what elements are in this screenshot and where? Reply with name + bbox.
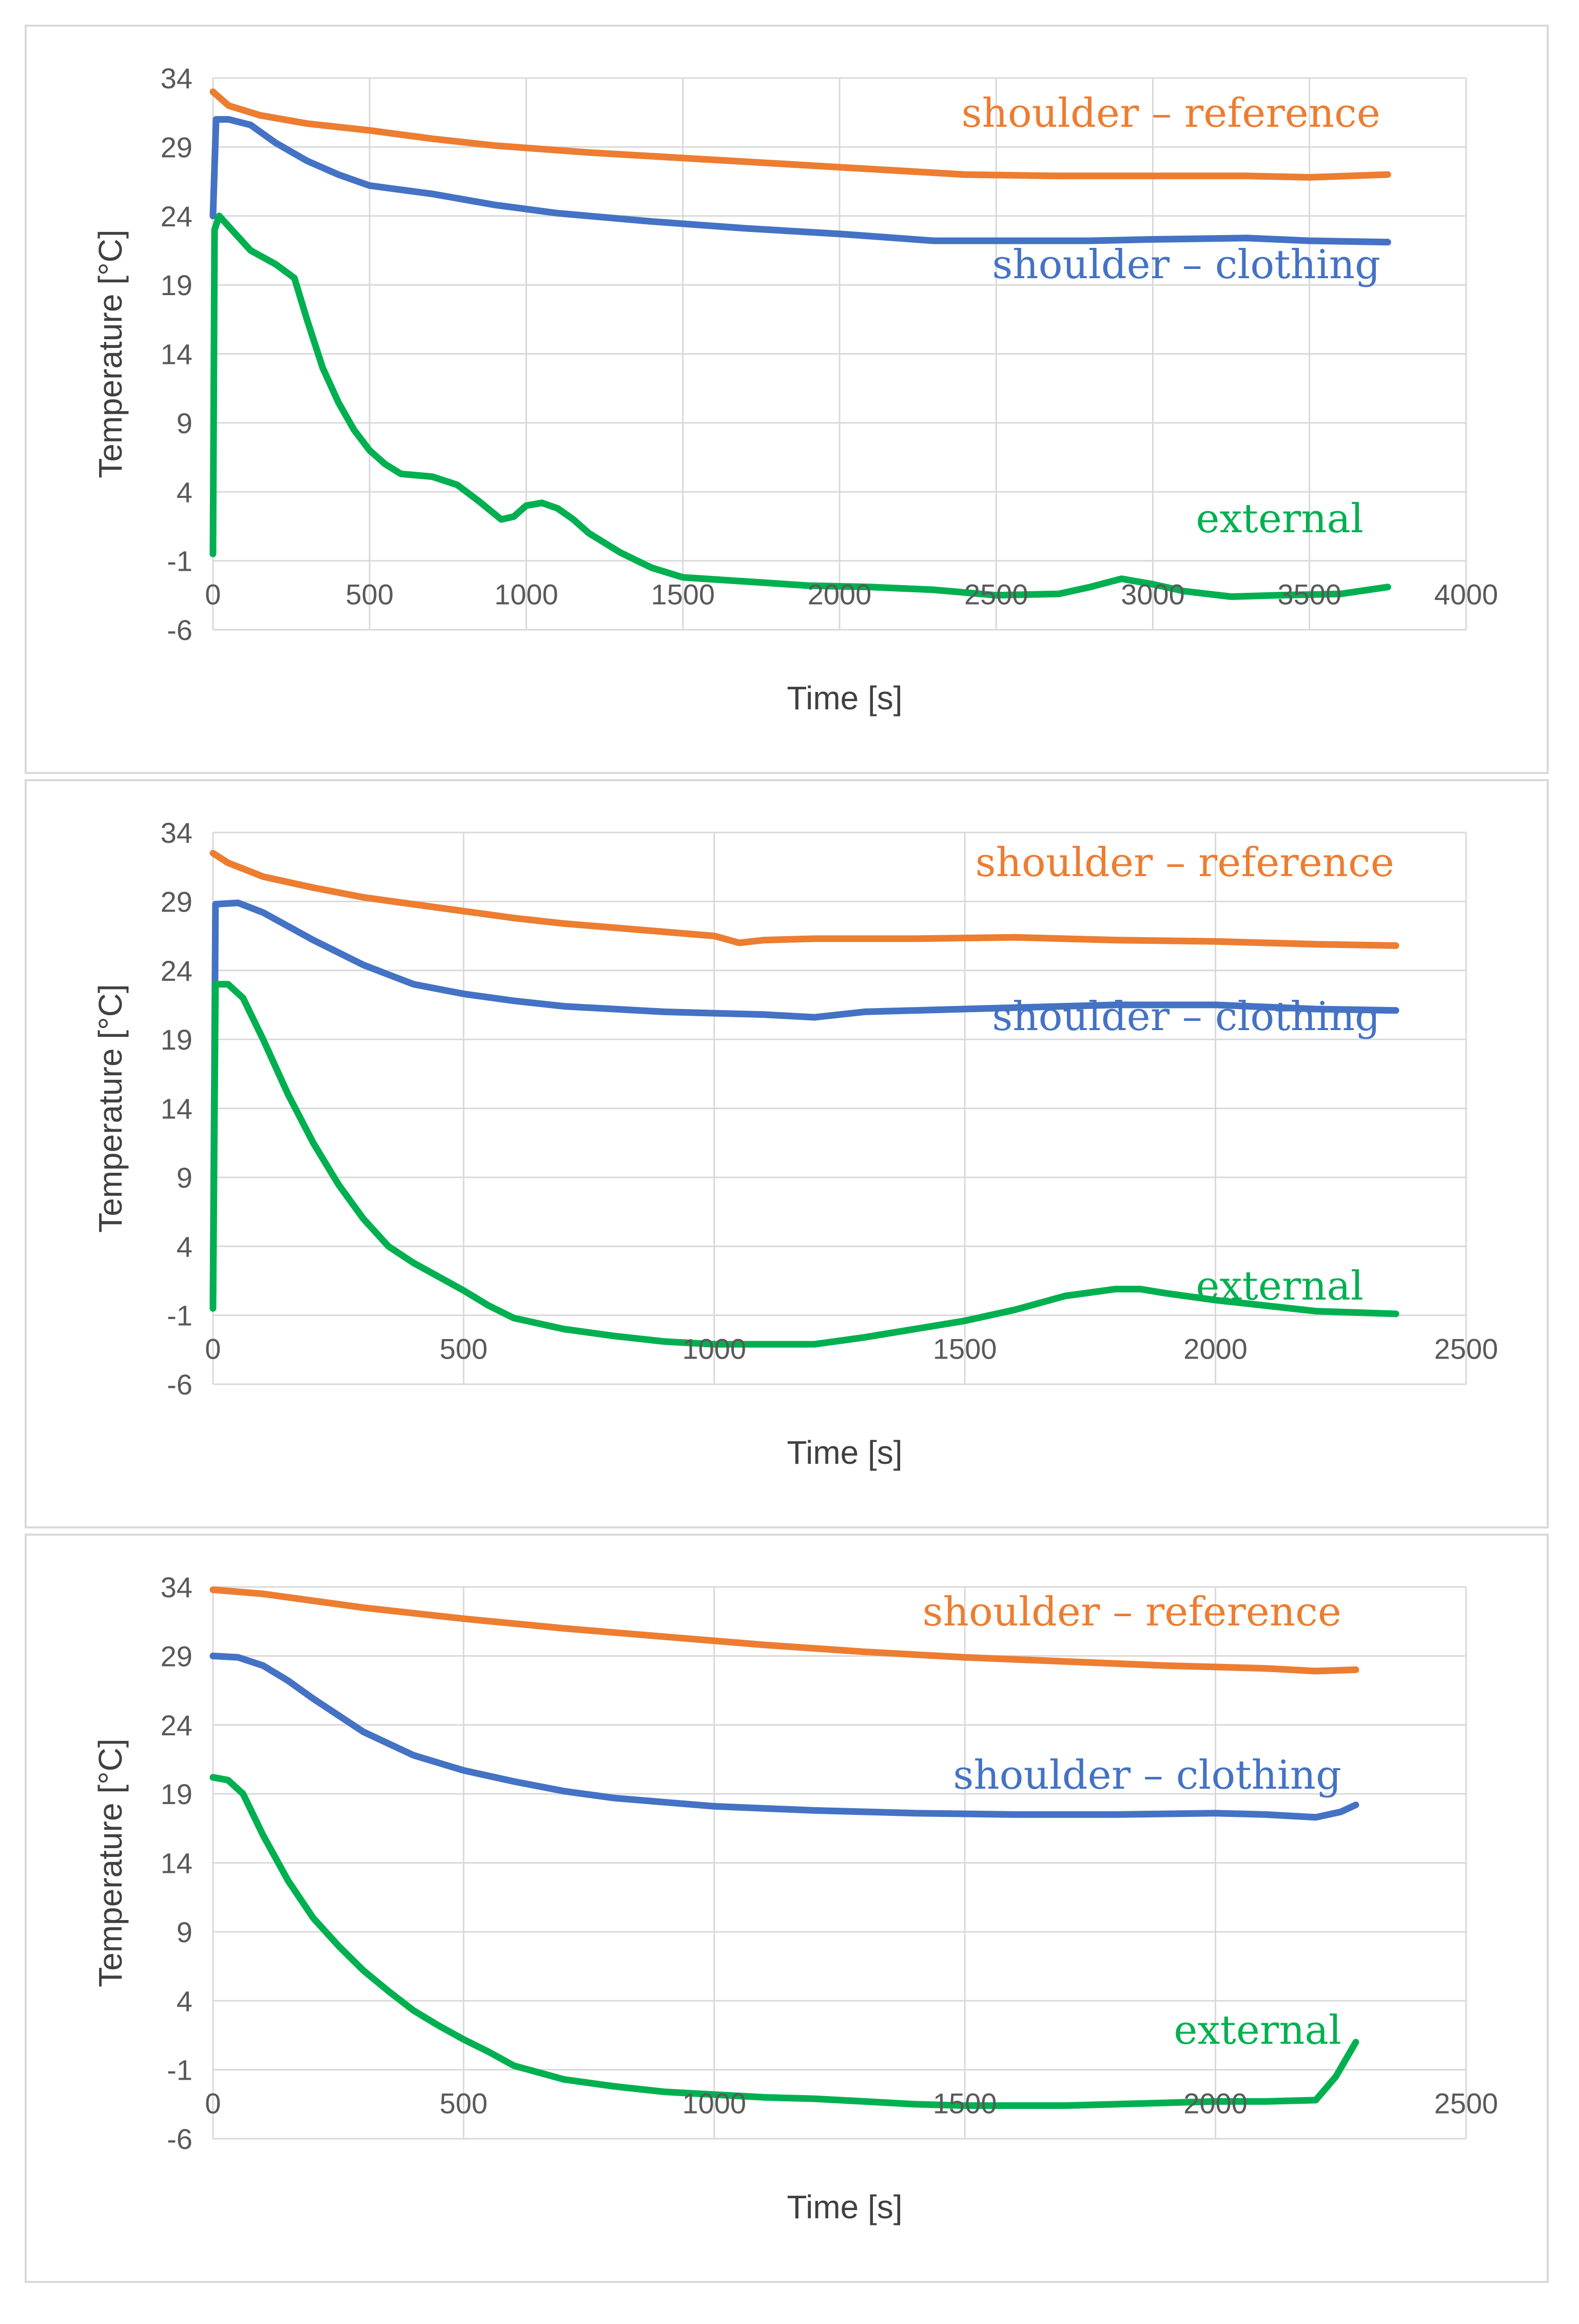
series-label-2: external bbox=[1196, 1263, 1363, 1309]
x-tick-label: 500 bbox=[440, 2087, 488, 2120]
x-tick-label: 3500 bbox=[1277, 578, 1341, 611]
x-axis-title: Time [s] bbox=[787, 1434, 902, 1471]
series-line-0 bbox=[209, 1586, 1359, 1675]
y-axis-title: Temperature [°C] bbox=[92, 1738, 129, 1987]
chart-3-svg: 34 29 24 19 14 9 4 -1 -6 0 500 1000 1500 2000 2500 shou… bbox=[92, 1571, 1498, 2225]
series-line-1 bbox=[209, 899, 1399, 1305]
series-label-2: external bbox=[1196, 496, 1363, 542]
series-line-2 bbox=[209, 1774, 1359, 2109]
y-axis-title: Temperature [°C] bbox=[92, 229, 129, 478]
x-tick-label: 3000 bbox=[1121, 578, 1185, 611]
x-tick-label: 1500 bbox=[933, 1333, 997, 1365]
series-line-2 bbox=[209, 212, 1391, 600]
y-tick-label: -6 bbox=[167, 614, 192, 646]
x-tick-label: 2000 bbox=[1183, 2087, 1247, 2120]
y-tick-label: 14 bbox=[161, 1847, 192, 1880]
y-tick-label: 34 bbox=[161, 817, 192, 849]
series-label-0: shoulder – reference bbox=[976, 840, 1394, 886]
x-tick-label: 2000 bbox=[1183, 1333, 1247, 1365]
y-axis-title: Temperature [°C] bbox=[92, 984, 129, 1232]
y-tick-label: 14 bbox=[161, 338, 192, 371]
chart-panel-2: 34 29 24 19 14 9 4 -1 -6 0 500 1000 1500 2000 2500 shou… bbox=[25, 779, 1549, 1528]
series-label-0: shoulder – reference bbox=[923, 1589, 1341, 1635]
y-tick-label: 24 bbox=[161, 200, 192, 233]
x-tick-label: 1500 bbox=[651, 578, 715, 611]
y-tick-label: 24 bbox=[161, 1709, 192, 1741]
x-tick-label: 500 bbox=[346, 578, 394, 611]
x-tick-label: 2000 bbox=[808, 578, 872, 611]
y-tick-label: 29 bbox=[161, 885, 192, 918]
y-tick-label: 29 bbox=[161, 131, 192, 163]
y-tick-label: 9 bbox=[177, 1161, 192, 1194]
series-label-1: shoulder – clothing bbox=[992, 242, 1380, 288]
series-line-0 bbox=[209, 849, 1399, 949]
y-tick-label: 4 bbox=[177, 1230, 192, 1263]
chart-panel-3: 34 29 24 19 14 9 4 -1 -6 0 500 1000 1500 2000 2500 shou… bbox=[25, 1534, 1549, 2283]
chart-panel-1: 34 29 24 19 14 9 4 -1 -6 0 500 1000 1500 2000 2500 3000… bbox=[25, 25, 1549, 774]
x-axis-title: Time [s] bbox=[787, 680, 902, 716]
y-tick-label: 34 bbox=[161, 62, 192, 94]
x-tick-label: 2500 bbox=[964, 578, 1028, 611]
x-tick-label: 0 bbox=[205, 1333, 221, 1365]
x-tick-label: 1000 bbox=[683, 1333, 747, 1365]
series-line-2 bbox=[209, 981, 1399, 1348]
x-tick-label: 4000 bbox=[1434, 578, 1498, 611]
series-line-1 bbox=[209, 116, 1391, 246]
y-tick-label: 19 bbox=[161, 1023, 192, 1056]
y-tick-label: 19 bbox=[161, 269, 192, 301]
y-tick-label: 4 bbox=[177, 1985, 192, 2017]
chart-1-svg: 34 29 24 19 14 9 4 -1 -6 0 500 1000 1500 2000 2500 3000… bbox=[92, 62, 1498, 716]
series-label-0: shoulder – reference bbox=[962, 90, 1380, 137]
y-tick-label: -1 bbox=[167, 2054, 192, 2086]
x-tick-label: 2500 bbox=[1434, 2087, 1498, 2120]
chart-2-svg: 34 29 24 19 14 9 4 -1 -6 0 500 1000 1500 2000 2500 shou… bbox=[92, 817, 1498, 1471]
y-tick-label: 19 bbox=[161, 1778, 192, 1810]
y-tick-label: 9 bbox=[177, 407, 192, 439]
x-tick-label: 0 bbox=[205, 2087, 221, 2120]
series-label-2: external bbox=[1174, 2007, 1341, 2054]
x-tick-label: 1500 bbox=[933, 2087, 997, 2120]
series-label-1: shoulder – clothing bbox=[992, 994, 1380, 1040]
x-tick-label: 0 bbox=[205, 578, 221, 611]
y-tick-label: 9 bbox=[177, 1916, 192, 1948]
x-tick-label: 1000 bbox=[683, 2087, 747, 2120]
y-tick-label: -1 bbox=[167, 1300, 192, 1332]
y-tick-label: -6 bbox=[167, 2123, 192, 2155]
x-tick-label: 1000 bbox=[494, 578, 558, 611]
y-tick-label: 34 bbox=[161, 1571, 192, 1603]
x-tick-label: 2500 bbox=[1434, 1333, 1498, 1365]
y-tick-label: 29 bbox=[161, 1640, 192, 1672]
series-label-1: shoulder – clothing bbox=[953, 1752, 1341, 1798]
series-line-0 bbox=[209, 88, 1391, 181]
y-tick-label: 4 bbox=[177, 476, 192, 508]
y-tick-label: 24 bbox=[161, 955, 192, 987]
y-tick-label: 14 bbox=[161, 1093, 192, 1125]
x-tick-label: 500 bbox=[440, 1333, 488, 1365]
y-tick-label: -6 bbox=[167, 1368, 192, 1401]
y-tick-label: -1 bbox=[167, 545, 192, 577]
series-line-1 bbox=[209, 1652, 1359, 1821]
x-axis-title: Time [s] bbox=[787, 2189, 902, 2225]
